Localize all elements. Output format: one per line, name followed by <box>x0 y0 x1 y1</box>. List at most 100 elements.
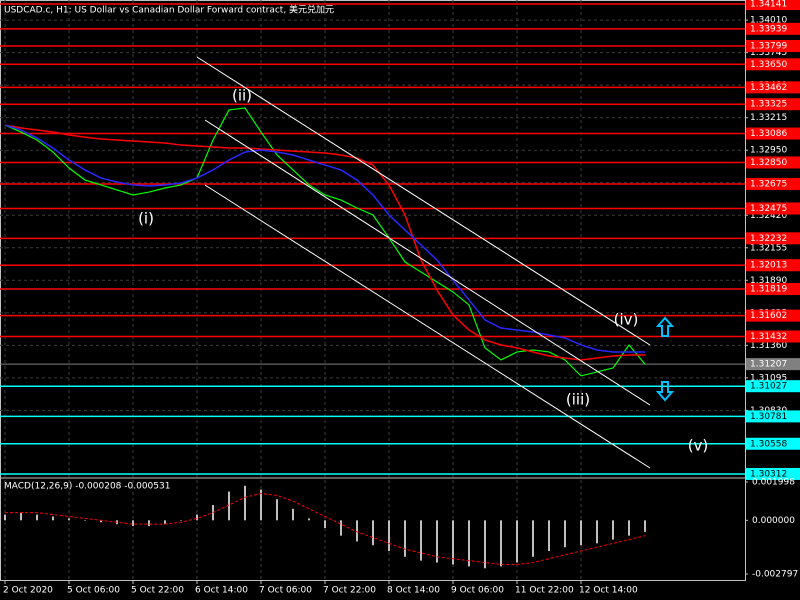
macd-bar <box>20 512 22 521</box>
level-label: 1.31027 <box>750 382 787 392</box>
wave-label: (ii) <box>232 87 252 105</box>
macd-bar <box>228 491 230 521</box>
chart-title: USDCAD.c, H1: US Dollar vs Canadian Doll… <box>4 4 334 16</box>
macd-bar <box>100 520 102 523</box>
macd-bar <box>644 520 646 532</box>
price-line <box>4 124 645 361</box>
macd-bar <box>468 520 470 567</box>
level-box <box>746 330 800 343</box>
level-label: 1.32013 <box>750 261 787 271</box>
level-box <box>746 309 800 322</box>
macd-bar <box>196 514 198 521</box>
level-box <box>746 22 800 35</box>
macd-bar <box>628 520 630 536</box>
macd-bar <box>500 520 502 567</box>
y-tick-label: 0.000000 <box>752 516 795 526</box>
macd-bar <box>244 485 246 521</box>
current-price-label: 1.31207 <box>750 360 787 370</box>
macd-bar <box>372 520 374 546</box>
y-tick-label: 1.31095 <box>750 373 787 383</box>
level-box <box>746 232 800 245</box>
y-tick-label: 1.32420 <box>750 211 787 221</box>
y-tick-label: -0.002797 <box>752 569 798 579</box>
level-box <box>746 58 800 71</box>
macd-bar <box>580 520 582 546</box>
macd-bar <box>548 520 550 552</box>
level-box <box>746 410 800 423</box>
macd-bar <box>308 518 310 521</box>
wave-label: (v) <box>688 437 709 455</box>
level-label: 1.33462 <box>750 83 787 93</box>
signal-line <box>5 492 646 565</box>
macd-bar <box>612 520 614 540</box>
up-arrow <box>655 316 675 337</box>
level-label: 1.33325 <box>750 100 787 110</box>
level-label: 1.30558 <box>750 439 787 449</box>
macd-title: MACD(12,26,9) -0.000208 -0.000531 <box>4 482 170 492</box>
macd-bar <box>356 520 358 542</box>
level-label: 1.32850 <box>750 158 787 168</box>
level-box <box>746 259 800 272</box>
macd-bar <box>340 520 342 536</box>
x-tick-label: 6 Oct 14:00 <box>195 586 248 596</box>
x-tick-label: 12 Oct 14:00 <box>579 586 638 596</box>
level-box <box>746 98 800 111</box>
level-box <box>746 156 800 169</box>
macd-bar <box>516 520 518 563</box>
x-tick-label: 5 Oct 06:00 <box>67 586 120 596</box>
y-tick-label: 1.33745 <box>750 48 787 58</box>
level-label: 1.33086 <box>750 129 787 139</box>
macd-bar <box>404 520 406 557</box>
level-label: 1.31819 <box>750 285 787 295</box>
x-tick-label: 7 Oct 22:00 <box>323 586 376 596</box>
x-tick-label: 8 Oct 14:00 <box>387 586 440 596</box>
x-tick-label: 7 Oct 06:00 <box>259 586 312 596</box>
level-box <box>746 283 800 296</box>
wave-label: (i) <box>138 210 154 228</box>
wave-label: (iv) <box>614 311 639 329</box>
y-tick-label: 1.33215 <box>750 113 787 123</box>
level-label: 1.32475 <box>750 204 787 214</box>
macd-bar <box>276 499 278 521</box>
macd-bar <box>324 520 326 529</box>
current-price-box <box>746 358 800 371</box>
level-box <box>746 467 800 480</box>
y-tick-label: 1.32155 <box>750 243 787 253</box>
macd-bar <box>596 520 598 544</box>
plot-frame <box>0 0 746 581</box>
y-tick-label: 1.32950 <box>750 146 787 156</box>
level-label: 1.30312 <box>750 469 787 479</box>
level-box <box>746 202 800 215</box>
down-arrow <box>655 381 675 402</box>
macd-bar <box>148 520 150 527</box>
macd-bar <box>260 489 262 521</box>
macd-bar <box>292 508 294 521</box>
y-tick-label: 1.31360 <box>750 341 787 351</box>
level-box <box>746 40 800 53</box>
y-tick-label: 0.001998 <box>752 477 795 487</box>
y-tick-label: 1.34010 <box>750 16 787 26</box>
macd-bar <box>484 520 486 569</box>
wave-label: (iii) <box>566 391 590 409</box>
y-tick-label: 1.31890 <box>750 276 787 286</box>
channel-line <box>204 184 651 469</box>
level-label: 1.31602 <box>750 311 787 321</box>
level-label: 1.32232 <box>750 234 787 244</box>
level-box <box>746 177 800 190</box>
level-label: 1.33939 <box>750 24 787 34</box>
x-tick-label: 9 Oct 06:00 <box>451 586 504 596</box>
macd-bar <box>4 514 6 521</box>
macd-bar <box>436 520 438 563</box>
macd-bar <box>164 520 166 525</box>
level-box <box>746 81 800 94</box>
level-label: 1.31432 <box>750 332 787 342</box>
macd-bar <box>36 514 38 521</box>
level-box <box>746 0 800 11</box>
macd-bar <box>452 520 454 565</box>
macd-bar <box>388 520 390 552</box>
channel-line <box>204 119 651 406</box>
level-label: 1.33650 <box>750 60 787 70</box>
x-tick-label: 2 Oct 2020 <box>3 586 53 596</box>
macd-bar <box>52 516 54 521</box>
